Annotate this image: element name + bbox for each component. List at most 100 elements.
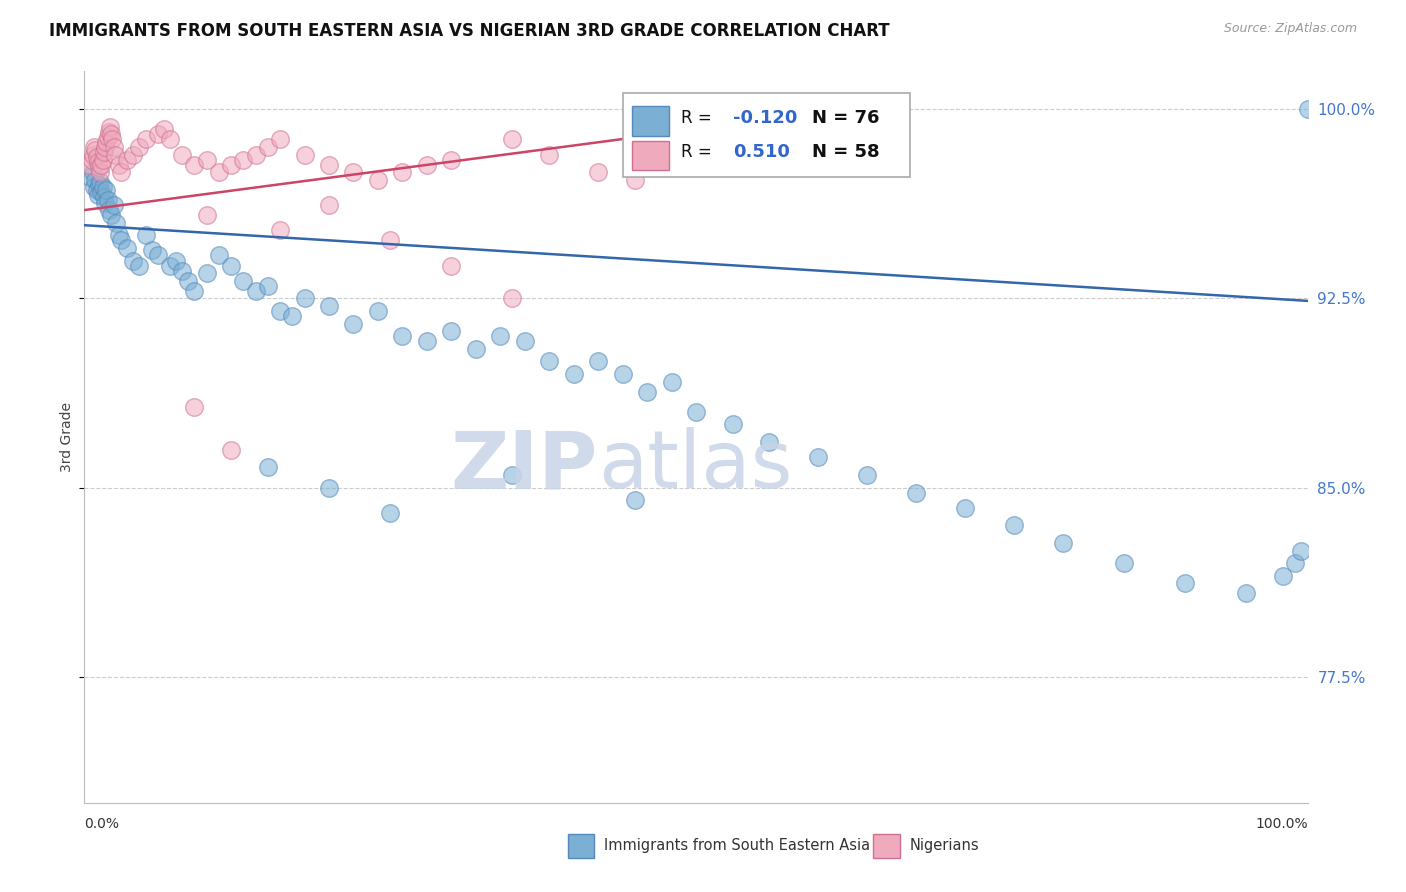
Point <box>342 165 364 179</box>
Point <box>1052 536 1074 550</box>
Point <box>98 120 121 134</box>
FancyBboxPatch shape <box>633 141 669 170</box>
Point <box>107 228 129 243</box>
Point <box>758 435 780 450</box>
Point <box>219 442 242 457</box>
Point <box>953 500 976 515</box>
Text: R =: R = <box>682 143 717 161</box>
Point <box>97 125 120 139</box>
Point <box>90 186 112 200</box>
Point <box>391 165 413 179</box>
Point <box>100 128 122 142</box>
Point <box>245 284 267 298</box>
Point <box>94 140 117 154</box>
Point <box>135 132 157 146</box>
Text: Nigerians: Nigerians <box>910 838 980 854</box>
Point <box>141 244 163 258</box>
Point <box>440 324 463 338</box>
Point <box>77 158 100 172</box>
Point <box>90 158 112 172</box>
Point <box>107 158 129 172</box>
Text: Immigrants from South Eastern Asia: Immigrants from South Eastern Asia <box>605 838 870 854</box>
Point <box>153 122 176 136</box>
Point <box>502 467 524 482</box>
Text: N = 76: N = 76 <box>813 110 880 128</box>
Point <box>685 405 707 419</box>
Point <box>612 367 634 381</box>
Point <box>281 309 304 323</box>
Point <box>232 274 254 288</box>
Point <box>93 190 115 204</box>
Point <box>146 248 169 262</box>
Point <box>195 208 218 222</box>
Point <box>146 128 169 142</box>
Text: R =: R = <box>682 110 717 128</box>
Text: IMMIGRANTS FROM SOUTH EASTERN ASIA VS NIGERIAN 3RD GRADE CORRELATION CHART: IMMIGRANTS FROM SOUTH EASTERN ASIA VS NI… <box>49 22 890 40</box>
Point <box>172 263 194 277</box>
Point <box>342 317 364 331</box>
Point <box>87 155 110 169</box>
Point <box>128 259 150 273</box>
Point <box>86 183 108 197</box>
Point <box>93 145 115 159</box>
Point <box>80 153 103 167</box>
Point <box>624 173 647 187</box>
Point <box>391 329 413 343</box>
Point <box>318 158 340 172</box>
FancyBboxPatch shape <box>623 94 910 178</box>
Point <box>97 130 120 145</box>
Point <box>257 460 280 475</box>
Point <box>502 291 524 305</box>
Point <box>96 183 118 197</box>
Point <box>257 140 280 154</box>
Point <box>269 304 291 318</box>
Point <box>128 140 150 154</box>
Point <box>586 354 609 368</box>
Point <box>101 132 124 146</box>
Point <box>83 140 105 154</box>
Point <box>367 173 389 187</box>
Point <box>177 274 200 288</box>
Point <box>86 150 108 164</box>
Point <box>440 259 463 273</box>
Point <box>89 165 111 179</box>
FancyBboxPatch shape <box>873 834 900 858</box>
Point <box>122 147 145 161</box>
Point <box>1284 556 1306 570</box>
Point <box>294 147 316 161</box>
Point <box>195 266 218 280</box>
Point <box>183 158 205 172</box>
Point <box>856 467 879 482</box>
Point <box>105 216 128 230</box>
Point <box>103 198 125 212</box>
Point <box>165 253 187 268</box>
Point <box>219 158 242 172</box>
Point <box>318 198 340 212</box>
Point <box>905 485 928 500</box>
Point <box>135 228 157 243</box>
Point <box>538 147 561 161</box>
Point <box>807 450 830 465</box>
Point <box>721 417 744 432</box>
Point <box>87 178 110 192</box>
Text: atlas: atlas <box>598 427 793 506</box>
FancyBboxPatch shape <box>568 834 595 858</box>
Point <box>97 193 120 207</box>
Point <box>257 278 280 293</box>
Point <box>513 334 536 349</box>
Point <box>1296 102 1319 116</box>
Point <box>219 259 242 273</box>
Point <box>208 165 231 179</box>
Point <box>464 342 486 356</box>
Point <box>87 160 110 174</box>
Text: 0.510: 0.510 <box>733 143 790 161</box>
Point <box>416 158 439 172</box>
Point <box>159 132 181 146</box>
Point <box>1114 556 1136 570</box>
Point <box>183 400 205 414</box>
Point <box>91 153 114 167</box>
Point <box>103 140 125 154</box>
Point <box>440 153 463 167</box>
Point <box>172 147 194 161</box>
Text: N = 58: N = 58 <box>813 143 880 161</box>
